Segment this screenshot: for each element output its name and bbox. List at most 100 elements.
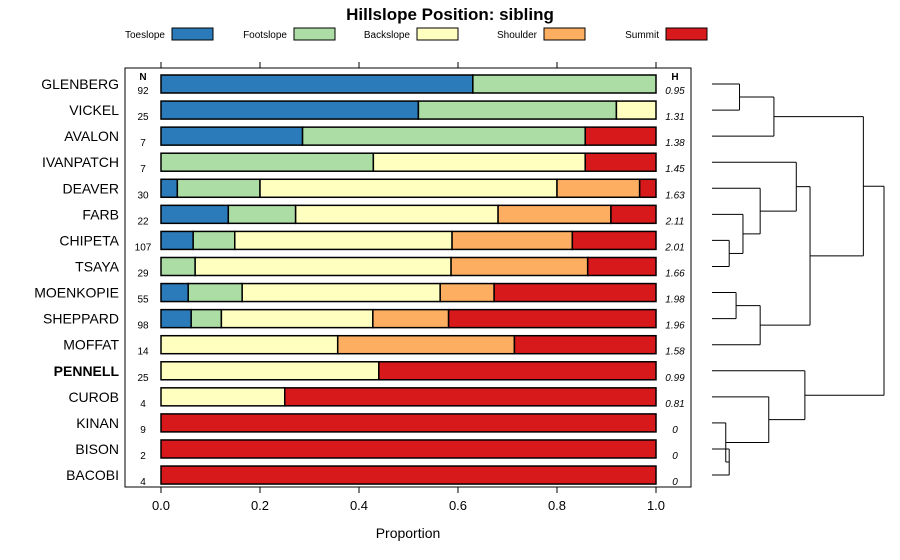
bar-glenberg-footslope (472, 74, 657, 94)
n-value-curob: 4 (140, 399, 146, 410)
bar-glenberg-toeslope (160, 74, 474, 94)
bar-tsaya-summit (586, 256, 657, 277)
bar-sheppard-summit (447, 308, 657, 329)
bar-kinan-summit (160, 413, 657, 433)
bar-avalon-summit (584, 126, 657, 146)
n-value-tsaya: 29 (137, 268, 149, 279)
h-value-tsaya: 1.66 (665, 268, 685, 279)
n-value-vickel: 25 (137, 112, 149, 123)
bar-deaver-backslope (259, 178, 558, 199)
bar-curob-summit (284, 387, 657, 407)
bar-curob-backslope (160, 387, 286, 407)
row-label-curob: CUROB (68, 389, 119, 405)
bar-moffat-shoulder (336, 334, 516, 355)
h-value-moffat: 1.58 (665, 347, 685, 358)
bar-sheppard-backslope (220, 308, 374, 329)
row-label-farb: FARB (82, 206, 119, 222)
bar-deaver-shoulder (556, 178, 641, 199)
h-value-farb: 2.11 (665, 216, 685, 227)
n-value-deaver: 30 (137, 190, 149, 201)
bar-vickel-footslope (417, 100, 618, 120)
bar-sheppard-toeslope (160, 308, 192, 329)
row-label-chipeta: CHIPETA (59, 232, 119, 248)
bars-group (160, 74, 657, 485)
n-value-kinan: 9 (140, 425, 146, 436)
row-label-kinan: KINAN (76, 415, 119, 431)
bar-ivanpatch-footslope (160, 152, 375, 172)
bar-avalon-footslope (301, 126, 586, 146)
x-tick-label-2: 0.4 (350, 498, 368, 513)
x-axis-label: Proportion (376, 525, 441, 541)
legend-swatch-backslope (416, 27, 459, 41)
h-value-bison: 0 (672, 451, 678, 462)
bar-bison-summit (160, 439, 657, 459)
bar-pennell-backslope (160, 361, 380, 381)
legend-label-backslope: Backslope (364, 30, 411, 41)
x-tick-label-4: 0.8 (548, 498, 566, 513)
bar-avalon-toeslope (160, 126, 304, 146)
bar-moenkopie-backslope (241, 282, 441, 303)
bar-tsaya-shoulder (450, 256, 589, 277)
n-value-bacobi: 4 (140, 477, 146, 488)
bar-chipeta-summit (571, 230, 657, 251)
x-tick-label-3: 0.6 (449, 498, 467, 513)
bar-sheppard-footslope (190, 308, 223, 329)
x-tick-label-0: 0.0 (152, 498, 170, 513)
n-value-pennell: 25 (137, 373, 149, 384)
row-label-bacobi: BACOBI (66, 467, 119, 483)
row-label-glenberg: GLENBERG (41, 76, 119, 92)
legend-swatch-footslope (293, 27, 336, 41)
legend-label-shoulder: Shoulder (497, 30, 538, 41)
chart-title: Hillslope Position: sibling (346, 5, 554, 24)
bar-deaver-summit (638, 178, 657, 199)
h-value-deaver: 1.63 (665, 190, 685, 201)
plot-frame (124, 67, 692, 488)
h-value-sheppard: 1.96 (665, 321, 685, 332)
row-label-sheppard: SHEPPARD (43, 311, 119, 327)
h-value-bacobi: 0 (672, 477, 678, 488)
bar-chipeta-footslope (192, 230, 236, 251)
bar-moenkopie-summit (493, 282, 657, 303)
bar-farb-shoulder (497, 204, 612, 225)
x-axis: 0.0 0.2 0.4 0.6 0.8 1.0 (152, 62, 665, 513)
bar-farb-toeslope (160, 204, 230, 225)
h-value-kinan: 0 (672, 425, 678, 436)
bar-pennell-summit (378, 361, 657, 381)
n-value-sheppard: 98 (137, 321, 149, 332)
bar-farb-footslope (227, 204, 297, 225)
legend-label-footslope: Footslope (243, 30, 287, 41)
h-value-avalon: 1.38 (665, 138, 685, 149)
bar-deaver-footslope (176, 178, 261, 199)
bar-bacobi-summit (160, 465, 657, 485)
n-value-ivanpatch: 7 (140, 164, 146, 175)
n-value-glenberg: 92 (137, 86, 149, 97)
bar-ivanpatch-summit (584, 152, 657, 172)
legend: Toeslope Footslope Backslope Shoulder Summit (125, 27, 708, 41)
row-label-deaver: DEAVER (62, 180, 119, 196)
h-value-chipeta: 2.01 (664, 242, 684, 253)
bar-chipeta-shoulder (451, 230, 574, 251)
bar-moffat-summit (513, 334, 657, 355)
legend-label-summit: Summit (625, 30, 659, 41)
n-value-chipeta: 107 (135, 242, 152, 253)
row-label-vickel: VICKEL (69, 102, 119, 118)
bar-deaver-toeslope (160, 178, 179, 199)
h-value-pennell: 0.99 (665, 373, 685, 384)
bar-chipeta-toeslope (160, 230, 194, 251)
h-column: H 0.95 1.31 1.38 1.45 1.63 2.11 2.01 1.66 1.98 1.… (664, 72, 685, 488)
h-header: H (671, 72, 678, 83)
row-label-pennell: PENNELL (54, 363, 120, 379)
legend-swatch-shoulder (543, 27, 586, 41)
bar-sheppard-shoulder (372, 308, 450, 329)
n-value-avalon: 7 (140, 138, 146, 149)
h-value-curob: 0.81 (665, 399, 684, 410)
x-tick-label-5: 1.0 (647, 498, 665, 513)
bar-vickel-backslope (615, 100, 657, 120)
bar-tsaya-footslope (160, 256, 196, 277)
n-value-bison: 2 (140, 451, 146, 462)
n-value-farb: 22 (137, 216, 149, 227)
legend-swatch-summit (665, 27, 708, 41)
h-value-ivanpatch: 1.45 (665, 164, 685, 175)
